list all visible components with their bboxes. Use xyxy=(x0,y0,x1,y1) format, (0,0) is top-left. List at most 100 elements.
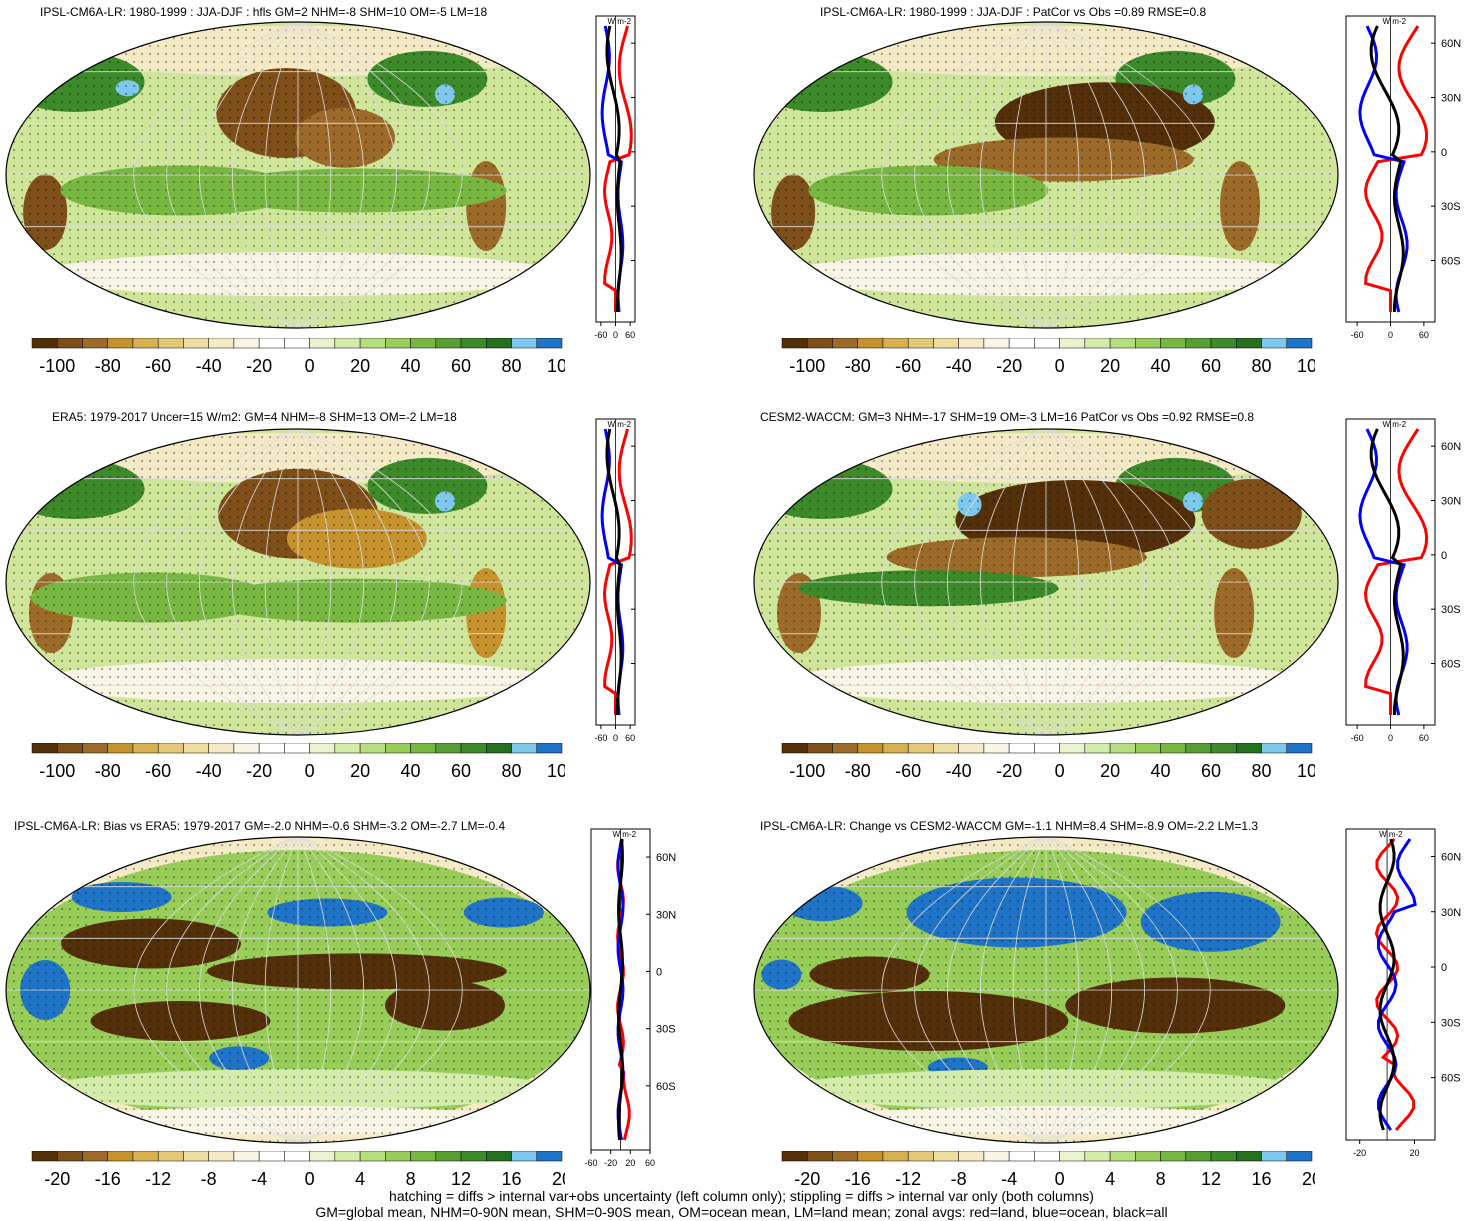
x-tick-label: -20 xyxy=(1353,1148,1366,1158)
colorbar-swatch xyxy=(284,338,310,349)
colorbar-label: 12 xyxy=(451,1169,471,1189)
colorbar-label: -8 xyxy=(951,1169,967,1189)
colorbar-swatch xyxy=(1008,1151,1035,1162)
unit-label: W m-2 xyxy=(613,830,637,839)
colorbar-swatch xyxy=(1135,1151,1161,1162)
colorbar-label: -20 xyxy=(996,761,1022,781)
colorbar-swatch xyxy=(284,1151,310,1162)
colorbar-swatch xyxy=(1034,1151,1060,1162)
colorbar-swatch xyxy=(460,743,487,754)
colorbar-label: 20 xyxy=(1302,1169,1315,1189)
robinson-map xyxy=(5,21,591,329)
zonal-all-line xyxy=(1369,428,1405,716)
colorbar-swatch xyxy=(385,743,411,754)
colorbar-label: -80 xyxy=(845,356,871,376)
x-tick-label: 0 xyxy=(1388,330,1393,340)
colorbar-swatch xyxy=(82,338,108,349)
x-tick-label: 60 xyxy=(1419,733,1429,743)
colorbar-swatch xyxy=(107,1151,134,1162)
colorbar-label: 60 xyxy=(451,356,471,376)
colorbar-swatch xyxy=(460,338,487,349)
lat-tick-label: 60N xyxy=(1441,851,1461,863)
colorbar-label: 20 xyxy=(1100,356,1120,376)
lat-tick-label: 0 xyxy=(656,966,662,978)
colorbar-swatch xyxy=(486,1151,512,1162)
colorbar-swatch xyxy=(781,743,808,754)
map-frame xyxy=(753,21,1339,329)
colorbar-swatch xyxy=(435,743,462,754)
colorbar-swatch xyxy=(183,743,209,754)
panel-ipsl-bias: IPSL-CM6A-LR: Bias vs ERA5: 1979-2017 GM… xyxy=(0,813,740,1189)
x-tick-label: -60 xyxy=(594,330,607,340)
colorbar-swatch xyxy=(1084,743,1111,754)
map-frame xyxy=(753,428,1339,736)
colorbar: -20 -16 -12 -8 -4 0 4 8 12 16 20 xyxy=(31,1151,565,1189)
panel-title: CESM2-WACCM: GM=3 NHM=-17 SHM=19 OM=-3 L… xyxy=(760,410,1255,424)
unit-label: W m-2 xyxy=(1383,420,1407,429)
lat-tick-label: 30N xyxy=(1441,93,1461,105)
lat-tick-label: 30S xyxy=(656,1024,676,1036)
x-tick-label: -20 xyxy=(604,1158,617,1168)
robinson-map xyxy=(753,836,1339,1144)
colorbar-swatch xyxy=(107,338,134,349)
colorbar-swatch xyxy=(832,743,858,754)
colorbar-label: 80 xyxy=(502,761,522,781)
colorbar-swatch xyxy=(1185,743,1212,754)
colorbar-swatch xyxy=(435,338,462,349)
zonal-land-line xyxy=(602,428,633,715)
colorbar-swatch xyxy=(309,743,336,754)
colorbar-swatch xyxy=(132,743,159,754)
colorbar: -100 -80 -60 -40 -20 0 20 40 60 80 100 xyxy=(781,743,1315,781)
colorbar: -100 -80 -60 -40 -20 0 20 40 60 80 100 xyxy=(31,743,565,781)
panel-title: IPSL-CM6A-LR: 1980-1999 : JJA-DJF : PatC… xyxy=(820,5,1207,19)
colorbar-swatch xyxy=(1286,743,1313,754)
x-tick-label: 0 xyxy=(613,733,618,743)
colorbar-label: -4 xyxy=(1001,1169,1017,1189)
colorbar-label: 8 xyxy=(1156,1169,1166,1189)
colorbar-label: 80 xyxy=(1252,761,1272,781)
lat-tick-label: 30N xyxy=(1441,496,1461,508)
panel-ipsl-change: IPSL-CM6A-LR: Change vs CESM2-WACCM GM=-… xyxy=(742,813,1483,1189)
footer-line-1: hatching = diffs > internal var+obs unce… xyxy=(389,1188,1094,1204)
zonal-ocean-line xyxy=(1377,838,1417,1131)
colorbar-swatch xyxy=(1135,338,1161,349)
zonal-land-line xyxy=(1363,428,1429,715)
colorbar-label: -60 xyxy=(895,356,921,376)
colorbar-swatch xyxy=(385,338,411,349)
footer-note: hatching = diffs > internal var+obs unce… xyxy=(0,1188,1483,1220)
colorbar-label: 40 xyxy=(1151,761,1171,781)
colorbar-swatch xyxy=(132,1151,159,1162)
zonal-mean-plot: W m-2 60N 30N 0 30S 60S -60 0 60 xyxy=(1345,418,1461,743)
colorbar-swatch xyxy=(309,1151,336,1162)
colorbar-swatch xyxy=(933,743,959,754)
colorbar-swatch xyxy=(958,743,985,754)
colorbar-swatch xyxy=(1286,338,1313,349)
colorbar-swatch xyxy=(933,338,959,349)
unit-label: W m-2 xyxy=(1379,830,1403,839)
colorbar-label: -20 xyxy=(246,761,272,781)
colorbar-label: -8 xyxy=(201,1169,217,1189)
colorbar-swatch xyxy=(258,338,285,349)
x-tick-label: 60 xyxy=(625,330,635,340)
unit-label: W m-2 xyxy=(608,420,632,429)
colorbar-swatch xyxy=(781,1151,808,1162)
colorbar-label: -100 xyxy=(789,356,825,376)
colorbar-swatch xyxy=(958,1151,985,1162)
colorbar-label: 20 xyxy=(350,356,370,376)
colorbar-swatch xyxy=(983,1151,1010,1162)
colorbar-swatch xyxy=(958,338,985,349)
colorbar-label: 20 xyxy=(552,1169,565,1189)
colorbar-label: -60 xyxy=(145,761,171,781)
panel-ipsl-patcor: IPSL-CM6A-LR: 1980-1999 : JJA-DJF : PatC… xyxy=(742,0,1483,385)
colorbar-swatch xyxy=(208,743,235,754)
zonal-frame xyxy=(1345,828,1436,1141)
panel-title: IPSL-CM6A-LR: Change vs CESM2-WACCM GM=-… xyxy=(760,819,1259,833)
colorbar-swatch xyxy=(511,338,538,349)
colorbar-label: 40 xyxy=(401,356,421,376)
colorbar-swatch xyxy=(1261,743,1288,754)
colorbar-swatch xyxy=(258,1151,285,1162)
zonal-mean-plot: W m-2 60N 30N 0 30S 60S -20 20 xyxy=(1345,828,1461,1158)
colorbar-label: 100 xyxy=(1297,356,1315,376)
colorbar-swatch xyxy=(258,743,285,754)
colorbar-swatch xyxy=(1008,338,1035,349)
